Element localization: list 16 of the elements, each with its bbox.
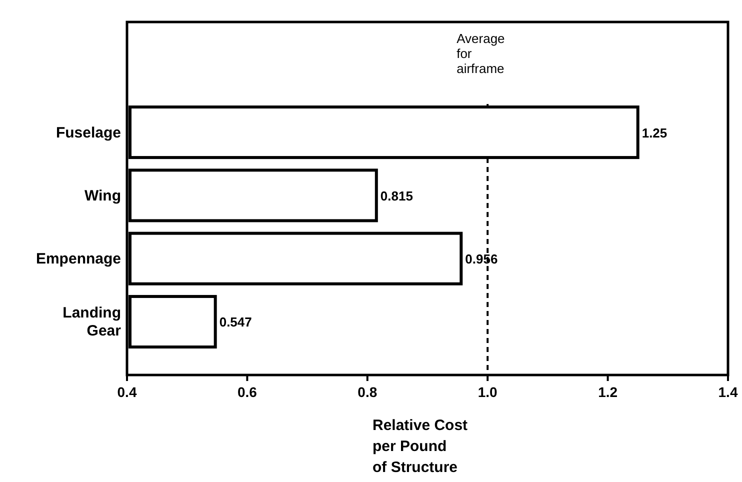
- data-label: 0.815: [380, 188, 413, 204]
- x-tick-label: 0.6: [237, 384, 258, 400]
- x-tick-label: 0.8: [358, 384, 378, 400]
- ref-line-label: Average for airframe: [456, 31, 505, 76]
- x-tick-label: 0.4: [117, 384, 137, 400]
- y-tick-label: Empennage: [36, 250, 121, 268]
- y-tick-label: Landing Gear: [62, 304, 122, 340]
- data-label: 0.956: [465, 252, 498, 267]
- x-tick-label: 1.4: [718, 384, 738, 400]
- data-label: 0.547: [219, 314, 252, 330]
- x-axis-title: Relative Cost per Pound of Structure: [372, 417, 468, 476]
- y-tick-label: Fuselage: [56, 124, 121, 142]
- x-tick-label: 1.2: [598, 384, 618, 400]
- x-tick-label: 1.0: [478, 384, 498, 400]
- data-label: 1.25: [642, 125, 668, 140]
- y-tick-label: Wing: [84, 187, 121, 204]
